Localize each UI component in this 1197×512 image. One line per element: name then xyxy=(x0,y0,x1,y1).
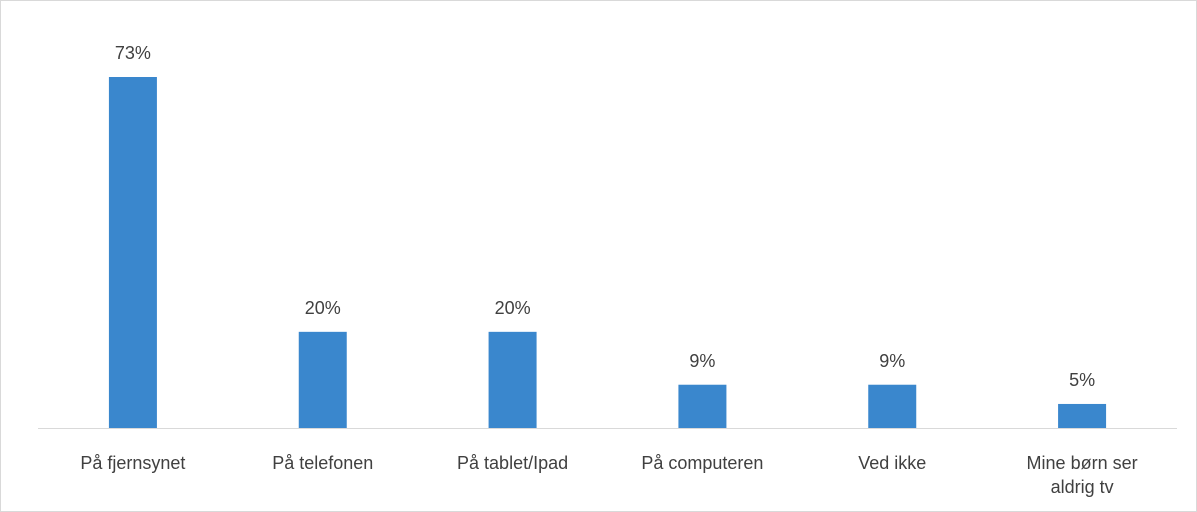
bar xyxy=(108,77,157,428)
bar xyxy=(1058,403,1107,428)
x-tick-label: På tablet/Ipad xyxy=(457,453,569,473)
bar xyxy=(678,384,727,428)
value-label: 5% xyxy=(1069,369,1096,390)
value-label: 20% xyxy=(304,297,341,318)
bar xyxy=(868,384,917,428)
bar xyxy=(298,331,347,428)
x-tick-label: Ved ikke xyxy=(858,453,927,473)
value-label: 73% xyxy=(114,43,151,63)
x-tick-label: På telefonen xyxy=(272,453,374,473)
value-label: 9% xyxy=(689,350,716,371)
value-label: 20% xyxy=(494,297,531,318)
x-tick-label: Mine børn ser aldrig tv xyxy=(1026,453,1138,497)
x-tick-label: På fjernsynet xyxy=(80,453,186,473)
bar xyxy=(488,331,537,428)
value-label: 9% xyxy=(879,350,906,371)
x-tick-label: På computeren xyxy=(641,453,764,473)
